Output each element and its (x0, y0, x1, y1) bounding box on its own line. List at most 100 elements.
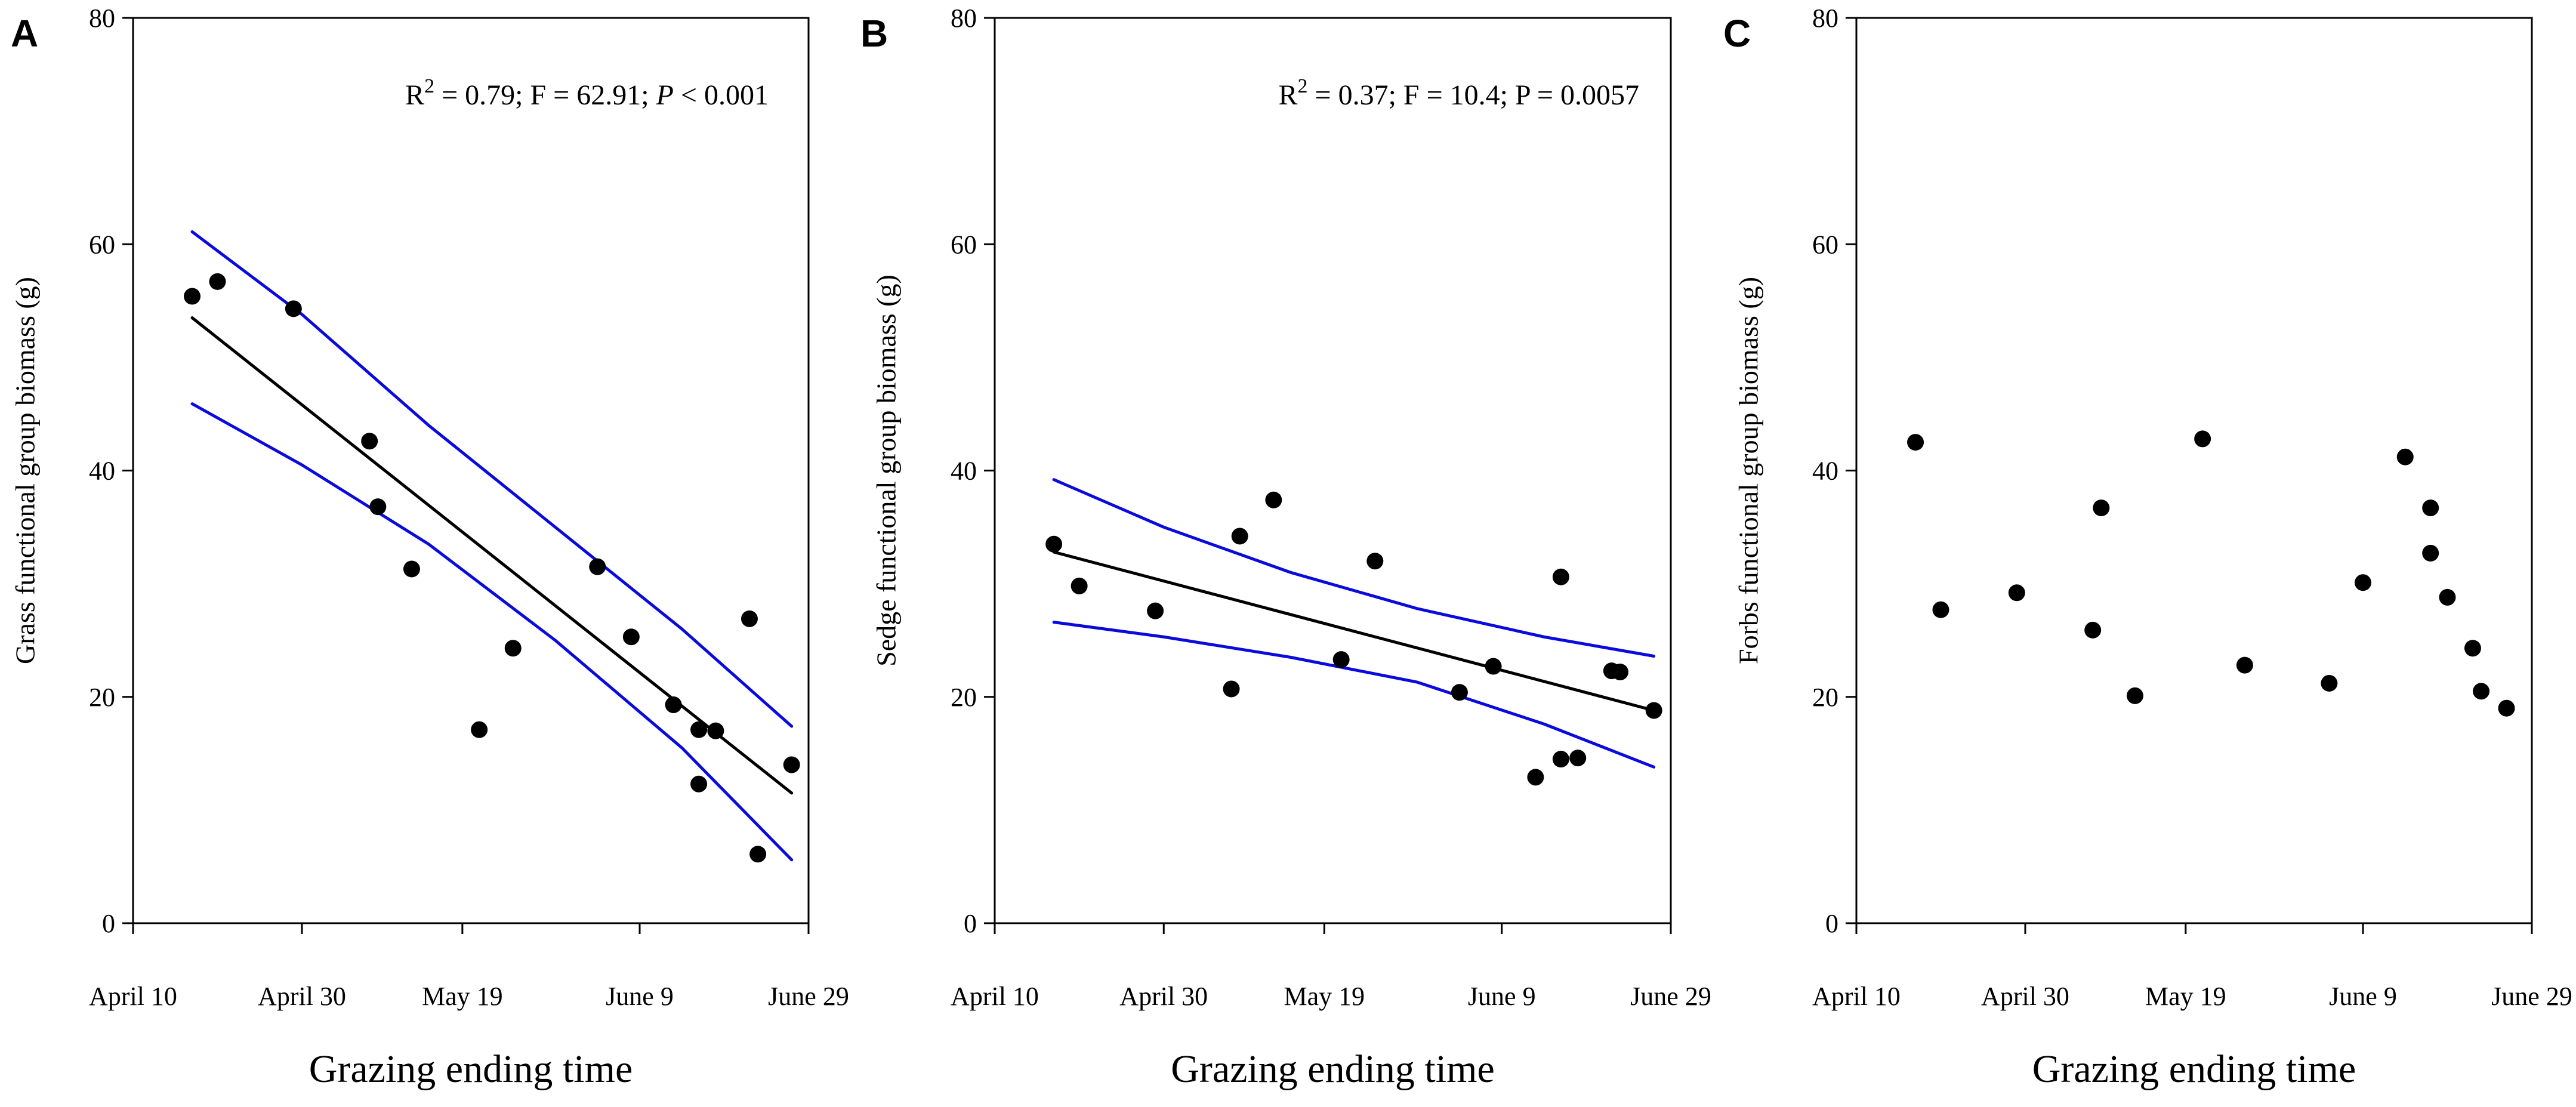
data-point (1932, 601, 1949, 618)
data-point (2498, 699, 2515, 717)
y-axis-title: Grass functional group biomass (g) (10, 277, 41, 664)
data-point (369, 498, 387, 516)
stats-annotation: R2 = 0.37; F = 10.4; P = 0.0057 (1278, 75, 1639, 111)
x-tick-label: April 10 (1812, 982, 1901, 1011)
regression-line (190, 316, 794, 795)
data-point (2236, 656, 2253, 674)
data-point (285, 300, 302, 317)
panel-letter: B (860, 12, 888, 55)
data-point (783, 756, 800, 773)
data-point (184, 288, 201, 305)
data-point (741, 610, 758, 627)
x-tick-label: June 9 (2329, 982, 2397, 1011)
x-tick-label: May 19 (1284, 982, 1365, 1011)
data-point (1147, 602, 1164, 619)
data-point (749, 846, 767, 863)
data-point (2464, 640, 2481, 657)
y-tick-label: 20 (951, 683, 977, 712)
panel-letter: C (1723, 12, 1751, 55)
stats-annotation: R2 = 0.79; F = 62.91; P < 0.001 (405, 75, 769, 111)
x-tick-label: April 10 (951, 982, 1039, 1011)
data-point (2439, 588, 2456, 606)
data-point (504, 640, 522, 657)
data-point (1612, 664, 1629, 681)
y-tick-label: 0 (1825, 909, 1838, 938)
data-point (1231, 528, 1248, 545)
data-point (209, 273, 226, 290)
data-point (1907, 434, 1924, 451)
data-point (690, 775, 708, 793)
y-tick-label: 60 (89, 230, 115, 259)
plot-frame (1855, 17, 2533, 924)
x-tick-label: June 29 (768, 982, 849, 1011)
data-point (707, 722, 724, 739)
data-point (589, 558, 606, 575)
ci-lower-line (1052, 621, 1656, 769)
x-tick-label: April 30 (1119, 982, 1208, 1011)
ci-lower-line (190, 402, 794, 862)
data-point (2473, 683, 2490, 700)
data-point (2084, 621, 2102, 639)
y-tick-label: 60 (951, 230, 977, 259)
plot-frame (994, 17, 1672, 924)
data-point (403, 560, 420, 578)
plot-frame (132, 17, 810, 924)
data-point (1552, 568, 1569, 585)
x-axis-title: Grazing ending time (1171, 1047, 1495, 1091)
data-point (1070, 577, 1088, 594)
data-point (2396, 448, 2414, 465)
data-point (690, 721, 708, 738)
data-point (2126, 687, 2143, 704)
x-tick-label: April 30 (258, 982, 346, 1011)
data-point (1366, 553, 1384, 570)
y-tick-label: 20 (1812, 683, 1838, 712)
data-point (361, 433, 378, 450)
ci-upper-line (1052, 478, 1656, 658)
y-axis-title: Sedge functional group biomass (g) (871, 275, 902, 667)
y-tick-label: 40 (1812, 457, 1838, 486)
x-tick-label: June 9 (1468, 982, 1536, 1011)
y-tick-label: 20 (89, 683, 115, 712)
y-tick-label: 80 (89, 4, 115, 33)
y-tick-label: 80 (951, 4, 977, 33)
ci-upper-line (190, 230, 794, 728)
data-point (1045, 535, 1063, 553)
regression-line (1052, 550, 1656, 713)
y-tick-label: 40 (951, 457, 977, 486)
data-point (1527, 769, 1544, 786)
data-point (622, 628, 640, 646)
x-tick-label: April 30 (1981, 982, 2069, 1011)
data-point (1332, 651, 1350, 668)
data-point (2422, 499, 2439, 517)
x-tick-label: May 19 (422, 982, 503, 1011)
x-axis-title: Grazing ending time (309, 1047, 633, 1091)
y-tick-label: 40 (89, 457, 115, 486)
data-point (1552, 751, 1569, 768)
data-point (2008, 584, 2025, 602)
x-tick-label: April 10 (89, 982, 177, 1011)
x-tick-label: May 19 (2145, 982, 2226, 1011)
data-point (1485, 658, 1502, 675)
panel-letter: A (11, 12, 38, 55)
data-point (1451, 684, 1468, 701)
data-point (2093, 499, 2110, 517)
y-tick-label: 0 (102, 909, 115, 938)
data-point (2422, 544, 2439, 562)
x-tick-label: June 29 (2491, 982, 2572, 1011)
panel-a: 0 20 40 60 80 April 10 April 30 May 19 June 9 Jun… (10, 4, 849, 1091)
data-point (471, 721, 488, 738)
data-point (1223, 680, 1240, 698)
x-axis-title: Grazing ending time (2032, 1047, 2356, 1091)
y-axis-title: Forbs functional group biomass (g) (1733, 277, 1764, 664)
data-point (665, 696, 682, 714)
data-point (1265, 491, 1282, 508)
x-tick-label: June 9 (606, 982, 674, 1011)
data-point (2355, 574, 2371, 591)
data-point (1569, 750, 1587, 767)
y-tick-label: 0 (964, 909, 977, 938)
x-tick-label: June 29 (1630, 982, 1711, 1011)
data-point (2321, 674, 2338, 692)
panel-c: 0 20 40 60 80 April 10 April 30 May 19 June 9 Jun… (1723, 4, 2572, 1091)
panel-b: 0 20 40 60 80 April 10 April 30 May 19 June 9 Jun… (860, 4, 1711, 1091)
